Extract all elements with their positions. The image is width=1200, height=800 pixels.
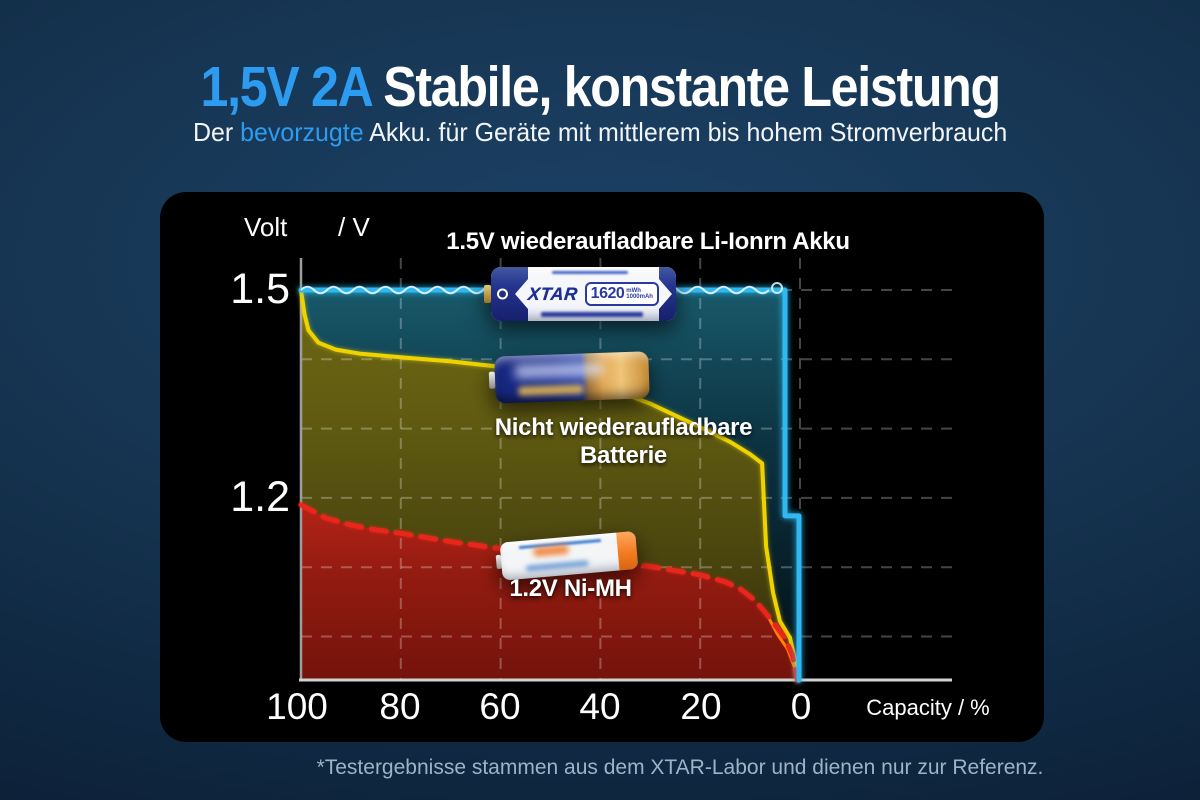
badge-energy: 1620 bbox=[590, 285, 625, 302]
page-subtitle-text: Der bevorzugte Akku. für Geräte mit mitt… bbox=[193, 117, 1007, 148]
series-label-alkaline: Nicht wiederaufladbare Batterie bbox=[494, 414, 753, 469]
x-tick-0: 0 bbox=[790, 686, 812, 727]
page-subtitle: Der bevorzugte Akku. für Geräte mit mitt… bbox=[0, 117, 1200, 148]
subtitle-prefix: Der bbox=[192, 117, 240, 147]
alkaline-battery-body bbox=[494, 351, 650, 404]
subtitle-rest: Akku. für Geräte mit mittlerem bis hohem… bbox=[363, 117, 1008, 147]
footnote: *Testergebnisse stammen aus dem XTAR-Lab… bbox=[316, 756, 1044, 779]
y-tick-1-5: 1.5 bbox=[230, 265, 290, 313]
battery-positive-tip bbox=[484, 285, 491, 303]
title-highlight: 1,5V 2A bbox=[200, 55, 371, 119]
page-title: 1,5V 2A Stabile, konstante Leistung bbox=[0, 54, 1200, 120]
nimh-line bbox=[298, 502, 800, 683]
alkaline-battery bbox=[488, 351, 650, 404]
page-title-text: 1,5V 2A Stabile, konstante Leistung bbox=[200, 54, 1001, 120]
battery-fineprint-top bbox=[551, 271, 628, 274]
xtar-battery-body: XTAR 1620 mWh 1000mAh bbox=[491, 267, 676, 321]
series-label-nimh: 1.2V Ni-MH bbox=[509, 575, 632, 602]
xtar-cap-left bbox=[491, 267, 528, 321]
battery-fineprint-bottom bbox=[541, 312, 644, 317]
gridlines bbox=[301, 258, 952, 680]
badge-unit-top: mWh bbox=[626, 288, 641, 294]
y-tick-1-2: 1.2 bbox=[230, 473, 290, 521]
xtar-logo: XTAR bbox=[527, 283, 579, 304]
x-tick-20: 20 bbox=[680, 686, 722, 727]
series-label-liion: 1.5V wiederaufladbare Li-Ionrn Akku bbox=[446, 228, 850, 255]
badge-unit-bottom: 1000mAh bbox=[626, 294, 653, 300]
x-tick-40: 40 bbox=[579, 686, 621, 727]
x-tick-100: 100 bbox=[266, 686, 328, 727]
badge-units: mWh 1000mAh bbox=[626, 288, 653, 300]
xtar-battery-label-area: XTAR 1620 mWh 1000mAh bbox=[527, 267, 659, 321]
y-axis-title-word: Volt bbox=[244, 212, 288, 242]
nimh-area bbox=[301, 504, 798, 681]
nimh-orange-cap bbox=[616, 530, 639, 571]
subtitle-highlight: bevorzugte bbox=[239, 117, 364, 147]
blurred-label bbox=[532, 545, 569, 558]
blurred-label bbox=[518, 384, 584, 397]
x-axis-title: Capacity / % bbox=[866, 695, 990, 720]
xtar-cap-right bbox=[658, 267, 676, 321]
title-rest: Stabile, konstante Leistung bbox=[370, 55, 1001, 119]
cap-ring-icon bbox=[497, 288, 508, 300]
capacity-badge: 1620 mWh 1000mAh bbox=[584, 282, 659, 306]
blurred-label bbox=[514, 362, 605, 379]
x-tick-60: 60 bbox=[479, 686, 521, 727]
y-axis-title-unit: / V bbox=[338, 212, 370, 242]
ripple-end-loop bbox=[771, 282, 783, 294]
xtar-liion-battery: XTAR 1620 mWh 1000mAh bbox=[484, 267, 676, 321]
x-tick-80: 80 bbox=[379, 686, 421, 727]
chart-panel: Volt / V 1.5 1.2 1.5V wiederaufladbare L… bbox=[160, 192, 1044, 742]
blurred-label bbox=[526, 559, 589, 572]
discharge-chart bbox=[298, 258, 952, 683]
